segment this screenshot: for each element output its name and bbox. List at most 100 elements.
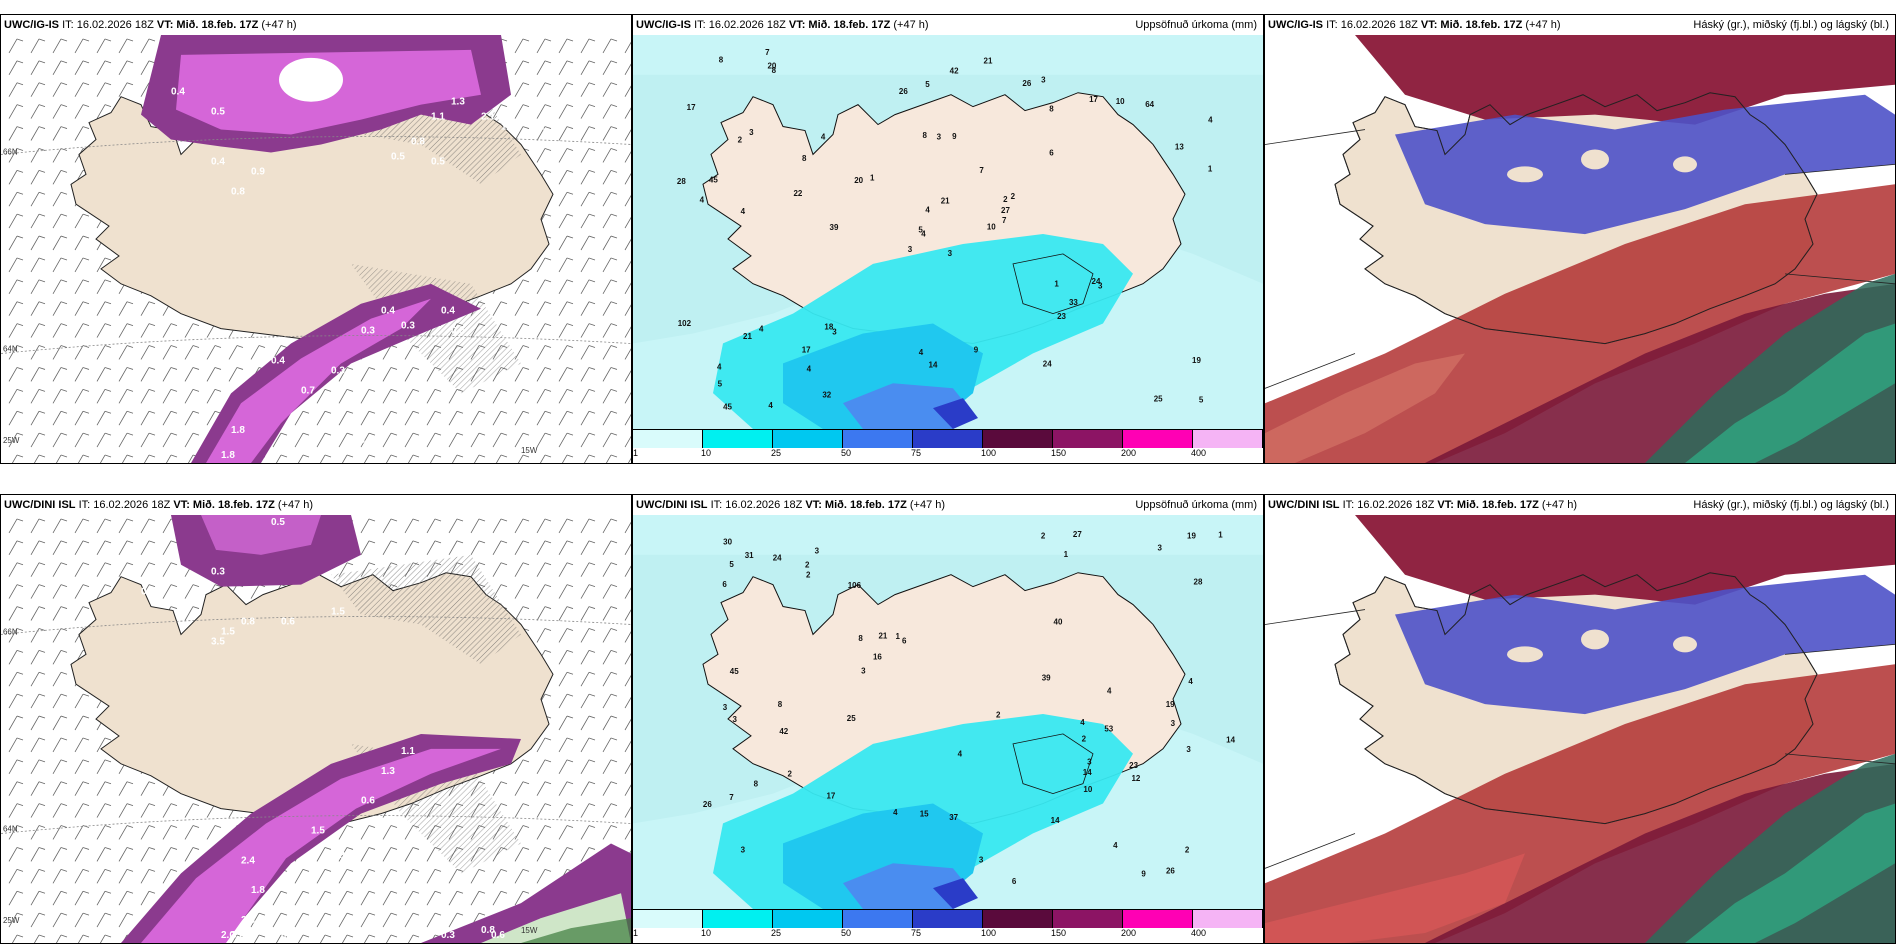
precip-amount: 4 [1080,718,1085,727]
wind-barb [74,890,90,906]
wind-barb [624,696,631,709]
wind-barb [8,82,24,97]
precip-value: 0.4 [441,306,455,317]
precip-amount: 3 [1041,75,1046,84]
wind-barb [294,432,310,448]
panel-header: UWC/DINI ISL IT: 16.02.2026 18Z VT: Mið.… [1,495,631,515]
wind-barb [11,934,24,943]
wind-barb [360,432,376,448]
wind-precip-map: 66N 64N 25W 15W 0.4 0.5 1.3 1.1 2.1 1.5 1.1 0.4 0.5 0… [1,35,631,463]
precip-value: 0.5 [281,930,295,941]
precip-amount: 19 [1166,700,1175,709]
wind-barb [558,781,574,796]
wind-barb [539,454,552,463]
wind-barb [30,825,46,840]
cloud-gap [1581,629,1609,650]
wind-barb [514,126,530,141]
wind-barb [404,518,420,534]
colorbar-tick: 25 [770,448,781,458]
wind-barb [184,847,200,862]
wind-barb [30,126,46,141]
glacier-outline [1012,733,1094,795]
colorbar-swatch [913,910,983,928]
cloud-gap [1673,156,1697,173]
wind-barb [30,301,46,316]
wind-barb [382,388,398,404]
graticule [1265,129,1895,389]
wind-barb [140,847,156,862]
wind-barb [580,518,596,534]
precip-gap [279,57,343,102]
wind-barb [536,868,552,884]
wind-barb [602,410,618,426]
wind-barb [52,759,68,774]
wind-barb [52,912,68,928]
precip-amount: 17 [826,792,835,801]
wind-barb [96,432,112,448]
precip-value: 0.6 [491,930,505,941]
wind-barb [8,671,24,687]
wind-barb [558,388,574,404]
wind-barb [11,454,24,463]
precip-value: 0.5 [451,326,465,337]
wind-barb [407,934,420,943]
wind-barb [602,388,618,404]
precip-amount: 3 [1171,719,1176,728]
wind-barb [558,60,574,76]
lat-label: 64N [3,825,18,834]
precip-50-75 [843,863,973,909]
wind-barb [360,912,376,928]
wind-barb [404,912,420,928]
wind-barb [140,518,156,534]
precip-value: 3.0 [231,930,245,941]
wind-barb [558,540,574,556]
wind-barb [316,868,332,884]
wind-barb [184,345,200,360]
wind-barb [294,410,310,426]
panel-cloud-top: UWC/IG-IS IT: 16.02.2026 18Z VT: Mið. 18… [1264,14,1896,464]
wind-barb [602,235,618,251]
wind-barb [74,126,90,141]
wind-barb [470,890,486,906]
wind-barb [448,432,464,448]
wind-barb [360,825,376,840]
wind-barb [52,518,68,534]
precip-amount: 14 [1083,768,1092,777]
wind-barb [8,410,24,426]
precip-value: 1.8 [221,450,235,461]
wind-barb [140,60,156,76]
wind-barb [8,432,24,448]
wind-barb [580,825,596,840]
wind-barb [605,454,618,463]
wind-barb [624,194,631,207]
wind-barb [470,518,486,534]
precip-amount: 2 [996,711,1001,720]
wind-barb [558,345,574,360]
wind-barb [162,868,178,884]
precip-amount: 21 [878,631,887,640]
wind-barb [96,759,112,774]
precip-amount: 2 [1041,531,1046,540]
wind-barb [30,323,46,338]
precip-amount: 3 [832,328,837,337]
wind-barb [52,169,68,185]
wind-barb [580,540,596,556]
wind-barb [385,934,398,943]
wind-barb [74,693,90,709]
wind-barb [184,584,200,599]
colorbar-tick: 1 [633,928,639,938]
wind-barb [162,345,178,360]
coastline [1334,92,1818,345]
wind-barb [514,868,530,884]
precip-colorbar: 1 10 25 50 75 100 150 200 400 [633,909,1263,943]
precip-amount: 4 [1208,116,1213,125]
precip-value: 0.6 [351,435,365,446]
wind-barb [580,628,596,643]
wind-barb [8,388,24,404]
wind-barb [206,825,222,840]
wind-barb [140,825,156,840]
wind-barb [30,715,46,731]
precip-amount: 17 [1089,95,1098,104]
wind-barb [8,38,24,54]
wind-barb [52,562,68,577]
